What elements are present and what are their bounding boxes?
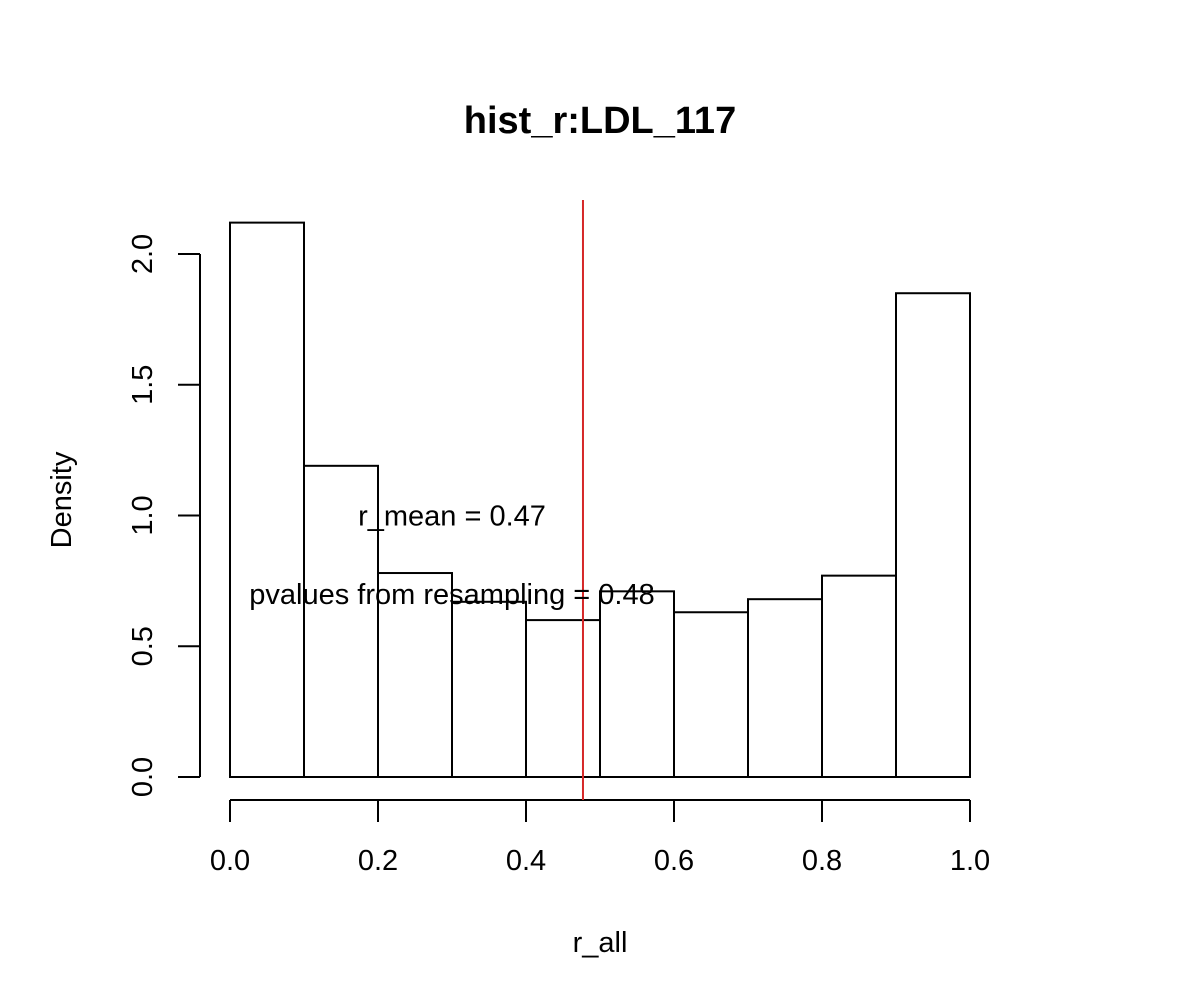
axes-group: 0.0 0.5 1.0 1.5 2.0 0.0 0.2 0.4 0.6 0.8 1.0 r_all De… xyxy=(46,100,990,959)
annotation-text-0: r_mean = 0.47 xyxy=(358,501,546,533)
x-tick-label-4: 0.8 xyxy=(802,845,842,877)
histogram-bar-3 xyxy=(451,600,527,778)
bars-group xyxy=(229,221,971,779)
annotations-group: r_mean = 0.47 pvalues from resampling = 0… xyxy=(249,200,655,800)
y-axis-label: Density xyxy=(46,451,78,548)
y-tick-label-1: 0.5 xyxy=(127,626,159,666)
histogram-bar-8 xyxy=(821,574,897,779)
y-tick-label-2: 1.0 xyxy=(127,495,159,535)
x-tick-label-0: 0.0 xyxy=(210,845,250,877)
histogram-bar-4 xyxy=(525,619,601,778)
histogram-bar-9 xyxy=(895,292,971,778)
chart-title: hist_r:LDL_117 xyxy=(464,100,736,142)
y-tick-label-3: 1.5 xyxy=(127,365,159,405)
x-tick-label-5: 1.0 xyxy=(950,845,990,877)
x-tick-label-3: 0.6 xyxy=(654,845,694,877)
histogram-bar-1 xyxy=(303,464,379,778)
y-tick-label-0: 0.0 xyxy=(127,757,159,797)
y-tick-label-4: 2.0 xyxy=(127,234,159,274)
x-tick-label-1: 0.2 xyxy=(358,845,398,877)
histogram-bar-0 xyxy=(229,221,305,778)
histogram-bar-5 xyxy=(599,590,675,779)
histogram-bar-2 xyxy=(377,572,453,779)
histogram-bar-7 xyxy=(747,598,823,778)
histogram-bar-6 xyxy=(673,611,749,778)
annotation-text-1: pvalues from resampling = 0.48 xyxy=(249,579,654,611)
x-axis-label: r_all xyxy=(573,927,628,959)
x-tick-label-2: 0.4 xyxy=(506,845,546,877)
